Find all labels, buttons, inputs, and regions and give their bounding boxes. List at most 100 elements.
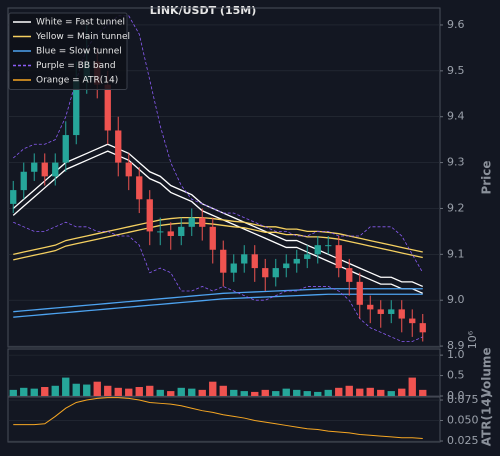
candle-body (314, 245, 321, 255)
candle-body (419, 323, 426, 333)
y-tick-label: 9.3 (447, 156, 465, 169)
candle-body (409, 318, 416, 324)
legend-box (8, 12, 128, 90)
volume-bar (30, 388, 38, 396)
candle-body (146, 199, 153, 232)
candle-body (52, 162, 59, 177)
volume-bar (314, 391, 322, 396)
candle-body (398, 309, 405, 319)
y-tick-label: 9.4 (447, 110, 465, 123)
volume-bar (114, 387, 122, 396)
y-axis-label: ATR(14) (480, 393, 494, 446)
volume-bar (20, 387, 28, 396)
candle-body (367, 304, 374, 310)
y-tick-label: 9.2 (447, 201, 465, 214)
volume-bar (282, 388, 290, 396)
volume-bar (387, 391, 395, 396)
y-tick-label: 1.0 (447, 348, 465, 361)
volume-bar (104, 385, 112, 396)
y-tick-label: 9.6 (447, 18, 465, 31)
candle-body (125, 162, 132, 177)
candle-body (346, 268, 353, 282)
volume-bar (135, 387, 143, 396)
candle-body (220, 249, 227, 273)
volume-bar (72, 383, 80, 396)
volume-bar (209, 381, 217, 396)
candle-body (356, 281, 363, 305)
candle-body (167, 231, 174, 236)
indicator-line (12, 143, 424, 288)
volume-bar (272, 391, 280, 396)
chart-title: LINK/USDT (15M) (150, 4, 256, 17)
volume-bar (356, 388, 364, 396)
candle-body (209, 226, 216, 250)
volume-bar (303, 391, 311, 396)
candle-body (73, 80, 80, 136)
volume-bar (335, 387, 343, 396)
candle-body (157, 231, 164, 233)
candle-body (230, 263, 237, 273)
legend-label: White = Fast tunnel (36, 18, 125, 28)
volume-bar (51, 385, 59, 396)
volume-bar (9, 389, 17, 396)
volume-bar (198, 389, 206, 396)
legend-label: Purple = BB band (36, 61, 116, 71)
volume-bar (219, 385, 227, 396)
candle-body (136, 176, 143, 200)
volume-bar (419, 389, 427, 396)
y-tick-label: 0.0 (447, 389, 465, 402)
volume-bar (261, 389, 269, 396)
candle-body (262, 268, 269, 278)
y-tick-label: 9.0 (447, 293, 465, 306)
indicator-line (13, 221, 423, 342)
candle-body (20, 171, 27, 191)
candle-body (325, 245, 332, 247)
y-tick-label: 8.9 (447, 339, 465, 352)
panel (7, 7, 441, 348)
candle-body (335, 245, 342, 269)
y-tick-label: 0.075 (447, 393, 479, 406)
y-axis-label: Price (480, 160, 494, 194)
volume-bar (125, 388, 133, 396)
candle-body (10, 190, 17, 204)
volume-bar (408, 377, 416, 396)
indicator-line (13, 293, 423, 318)
candle-body (41, 162, 48, 177)
y-tick-label: 0.050 (447, 414, 479, 427)
candle-body (377, 309, 384, 314)
volume-bar (240, 391, 248, 396)
volume-bar (177, 387, 185, 396)
candle-body (283, 263, 290, 269)
volume-bar (62, 377, 70, 396)
y-tick-label: 0.5 (447, 369, 465, 382)
indicator-line (13, 288, 423, 313)
candle-body (251, 254, 258, 269)
legend-label: Orange = ATR(14) (36, 76, 118, 86)
indicator-line (13, 216, 423, 255)
volume-bar (188, 388, 196, 396)
candle-body (31, 162, 38, 172)
volume-bar (93, 381, 101, 396)
volume-bar (167, 391, 175, 396)
volume-bar (398, 388, 406, 396)
volume-bar (83, 384, 91, 396)
legend-label: Blue = Slow tunnel (36, 47, 122, 57)
volume-bar (377, 389, 385, 396)
volume-bar (366, 387, 374, 396)
candle-body (62, 135, 69, 163)
y-tick-label: 9.5 (447, 64, 465, 77)
candle-body (293, 258, 300, 264)
volume-bar (146, 385, 154, 396)
candle-body (104, 84, 111, 131)
panel (7, 396, 441, 443)
candle-body (272, 268, 279, 278)
volume-bar (324, 389, 332, 396)
indicator-line (13, 222, 423, 261)
legend-label: Yellow = Main tunnel (35, 32, 130, 42)
candle-body (241, 254, 248, 264)
indicator-line (12, 150, 424, 294)
legend: White = Fast tunnel Yellow = Main tunnel B… (8, 12, 130, 90)
volume-bar (293, 389, 301, 396)
candle-body (178, 226, 185, 236)
